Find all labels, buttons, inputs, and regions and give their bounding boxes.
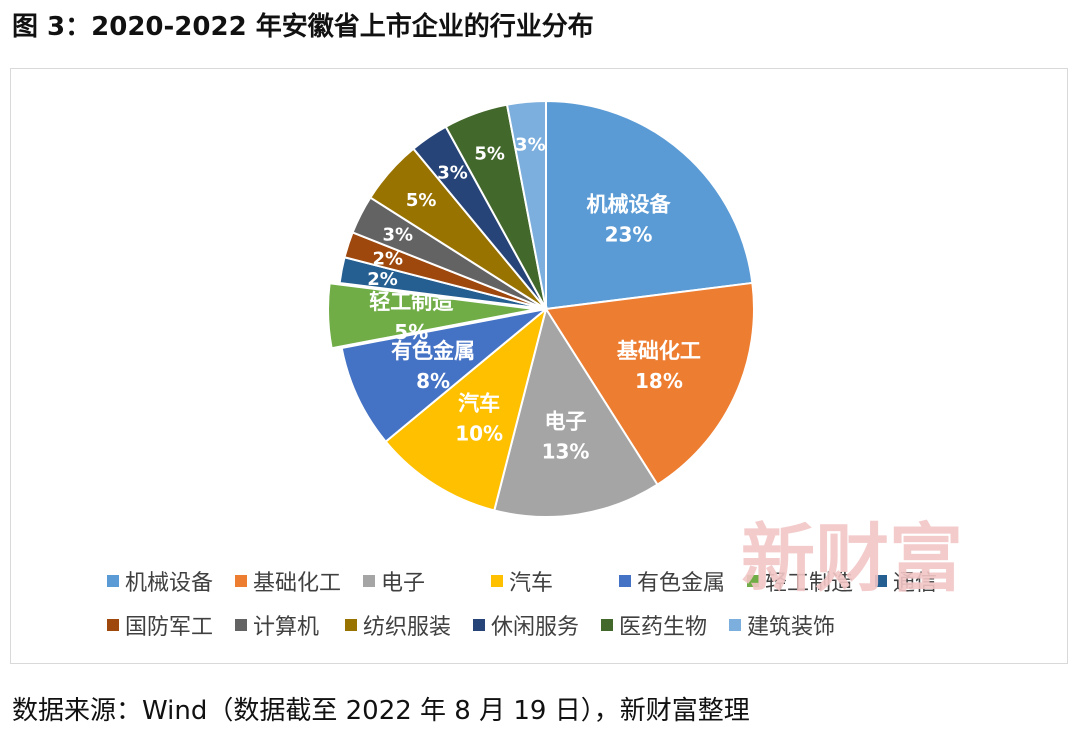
chart-legend: 机械设备 基础化工 电子 汽车 有色金属 轻工制造 通信国防军工 计算机 纺织服装 休闲服务 医药生… xyxy=(107,559,1007,647)
legend-label: 基础化工 xyxy=(253,571,342,596)
legend-swatch xyxy=(729,619,741,631)
slice-category-label: 机械设备 xyxy=(587,192,672,216)
slice-percent-label: 10% xyxy=(455,421,503,445)
legend-swatch xyxy=(235,575,247,587)
legend-swatch xyxy=(473,619,485,631)
pie-chart: 机械设备23%基础化工18%电子13%汽车10%有色金属8%轻工制造5%2%2%… xyxy=(327,99,755,518)
legend-item: 汽车 xyxy=(491,565,619,597)
pie-slice-5 xyxy=(327,282,537,350)
legend-label: 纺织服装 xyxy=(363,615,452,640)
legend-label: 轻工制造 xyxy=(765,571,854,596)
legend-label: 计算机 xyxy=(253,615,320,640)
legend-item: 电子 xyxy=(363,565,491,597)
slice-category-label: 汽车 xyxy=(458,391,500,415)
slice-percent-label: 3% xyxy=(515,134,546,155)
legend-swatch xyxy=(107,619,119,631)
legend-item: 国防军工 xyxy=(107,609,235,641)
legend-item: 休闲服务 xyxy=(473,609,601,641)
legend-row: 机械设备 基础化工 电子 汽车 有色金属 轻工制造 通信 xyxy=(107,559,1007,603)
slice-percent-label: 5% xyxy=(394,320,428,344)
legend-swatch xyxy=(363,575,375,587)
chart-area: 机械设备 23% 基础化工 18% 电子 13% 汽车 10% 有色金属 8% 轻工制造 5% 2% 2%… xyxy=(10,68,1068,664)
legend-swatch xyxy=(619,575,631,587)
legend-label: 汽车 xyxy=(509,571,554,596)
legend-swatch xyxy=(491,575,503,587)
slice-category-label: 电子 xyxy=(545,409,587,433)
legend-item: 机械设备 xyxy=(107,565,235,597)
legend-label: 国防军工 xyxy=(125,615,214,640)
legend-item: 基础化工 xyxy=(235,565,363,597)
legend-swatch xyxy=(107,575,119,587)
pie-slice-4 xyxy=(340,308,547,443)
legend-row: 国防军工 计算机 纺织服装 休闲服务 医药生物 建筑装饰 xyxy=(107,603,1007,647)
legend-item: 有色金属 xyxy=(619,565,747,597)
watermark: 新财富 xyxy=(741,516,963,602)
legend-item: 建筑装饰 xyxy=(729,609,857,641)
slice-percent-label: 8% xyxy=(416,369,450,393)
slice-percent-label: 5% xyxy=(474,143,505,164)
slice-percent-label: 2% xyxy=(372,249,403,270)
legend-label: 建筑装饰 xyxy=(747,615,836,640)
legend-label: 机械设备 xyxy=(125,571,214,596)
slice-percent-label: 18% xyxy=(635,369,683,393)
legend-swatch xyxy=(747,575,759,587)
pie-slice-1 xyxy=(544,281,755,487)
slice-percent-label: 3% xyxy=(382,224,413,245)
slice-percent-label: 23% xyxy=(605,222,653,246)
legend-item: 轻工制造 xyxy=(747,565,875,597)
legend-swatch xyxy=(345,619,357,631)
legend-item: 通信 xyxy=(875,565,975,597)
legend-label: 医药生物 xyxy=(619,615,708,640)
slice-category-label: 有色金属 xyxy=(391,339,475,363)
slice-percent-label: 13% xyxy=(542,439,590,463)
legend-item: 计算机 xyxy=(235,609,345,641)
slice-percent-label: 2% xyxy=(367,269,398,290)
slice-percent-label: 3% xyxy=(437,162,468,183)
pie-slice-12 xyxy=(505,99,547,310)
legend-swatch xyxy=(601,619,613,631)
legend-label: 电子 xyxy=(381,571,426,596)
pie-slice-3 xyxy=(384,306,548,512)
data-source-note: 数据来源：Wind（数据截至 2022 年 8 月 19 日），新财富整理 xyxy=(12,696,750,726)
legend-label: 休闲服务 xyxy=(491,615,580,640)
slice-category-label: 基础化工 xyxy=(617,339,701,363)
legend-label: 有色金属 xyxy=(637,571,726,596)
pie-slice-2 xyxy=(493,306,659,518)
pie-slice-0 xyxy=(545,99,754,311)
legend-label: 通信 xyxy=(893,571,938,596)
legend-swatch xyxy=(235,619,247,631)
legend-swatch xyxy=(875,575,887,587)
chart-title: 图 3：2020-2022 年安徽省上市企业的行业分布 xyxy=(12,12,594,42)
legend-item: 纺织服装 xyxy=(345,609,473,641)
slice-percent-label: 5% xyxy=(406,190,437,211)
legend-item: 医药生物 xyxy=(601,609,729,641)
